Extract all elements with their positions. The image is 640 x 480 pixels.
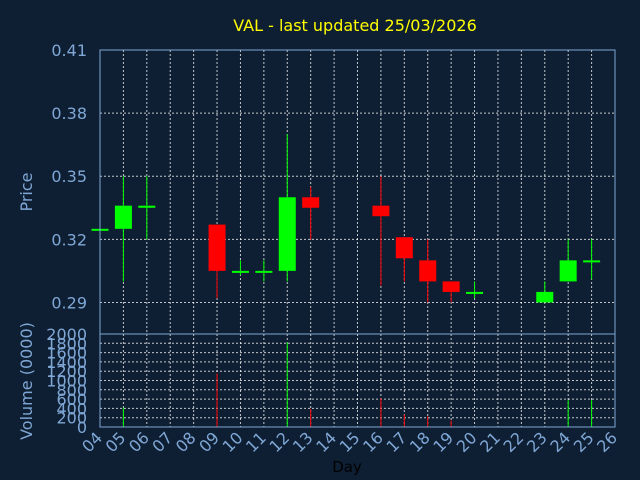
candle-body <box>372 205 390 217</box>
candle-body <box>536 291 554 303</box>
candle-body <box>114 205 132 229</box>
volume-tick-label: 2000 <box>46 325 87 344</box>
volume-tick-label: 400 <box>56 399 87 418</box>
volume-plot-frame <box>99 333 616 428</box>
price-tick-label: 0.41 <box>51 41 87 60</box>
volume-bars <box>122 342 593 427</box>
x-tick-labels: 0405060708091011121314151617181920212223… <box>78 428 621 456</box>
price-gridlines <box>99 49 616 334</box>
candle-body <box>255 270 273 273</box>
candle-body <box>302 197 320 208</box>
candle-body <box>442 281 460 292</box>
candle-body <box>466 291 484 294</box>
volume-tick-label: 800 <box>56 381 87 400</box>
price-tick-label: 0.29 <box>51 293 87 312</box>
volume-tick-label: 600 <box>56 390 87 409</box>
price-axis-label: Price <box>17 172 36 211</box>
volume-tick-label: 0 <box>77 418 87 437</box>
volume-tick-label: 1800 <box>46 334 87 353</box>
volume-tick-label: 1600 <box>46 344 87 363</box>
candle-body <box>559 260 577 282</box>
x-tick-label: 26 <box>593 428 621 456</box>
volume-axis-label: Volume (0000) <box>17 322 36 440</box>
candle-body <box>208 224 226 271</box>
candles <box>91 134 601 303</box>
volume-tick-label: 200 <box>56 409 87 428</box>
price-tick-label: 0.38 <box>51 104 87 123</box>
price-tick-label: 0.35 <box>51 167 87 186</box>
price-tick-label: 0.32 <box>51 230 87 249</box>
candle-body <box>419 260 437 282</box>
volume-tick-label: 1200 <box>46 362 87 381</box>
volume-tick-label: 1400 <box>46 353 87 372</box>
price-tick-labels: 0.41 0.38 0.35 0.32 0.29 <box>51 41 87 312</box>
candle-body <box>138 205 156 208</box>
candle-body <box>231 270 249 273</box>
candle-body <box>395 237 413 259</box>
volume-gridlines <box>99 333 616 428</box>
candle-body <box>278 197 296 271</box>
volume-tick-label: 1000 <box>46 372 87 391</box>
chart-title: VAL - last updated 25/03/2026 <box>233 16 477 35</box>
candle-body <box>583 260 601 263</box>
x-axis-label: Day <box>332 458 362 476</box>
